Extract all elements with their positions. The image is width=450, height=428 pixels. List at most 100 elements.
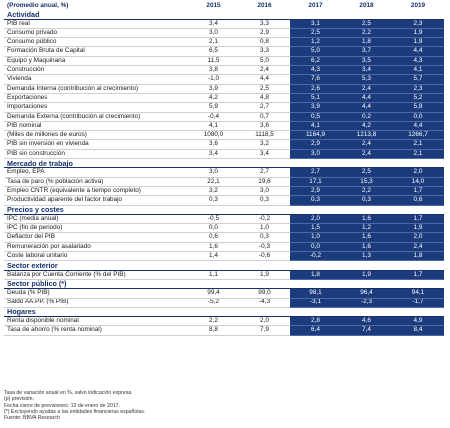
table-row: Tasa de paro (% población activa) 22,1 19,… bbox=[4, 177, 444, 187]
table-row: PIB nominal 4,1 3,6 4,1 4,2 4,4 bbox=[4, 121, 444, 132]
section-title: Actividad bbox=[4, 10, 444, 20]
forecast-value-cell: 2,0 bbox=[392, 232, 444, 243]
forecast-value-cell: 2,1 bbox=[392, 149, 444, 160]
forecast-value-cell: 1,6 bbox=[341, 242, 392, 253]
value-cell: 2,4 bbox=[239, 65, 290, 76]
table-row: Empleo, EPA 3,0 2,7 2,7 2,5 2,0 bbox=[4, 167, 444, 178]
value-cell: 0,0 bbox=[188, 223, 239, 234]
value-cell: 0,8 bbox=[239, 37, 290, 48]
value-cell: 3,9 bbox=[188, 84, 239, 94]
value-cell: 3,4 bbox=[188, 149, 239, 160]
table-row: Renta disponible nominal 2,2 2,0 2,8 4,6 4,9 bbox=[4, 316, 444, 327]
value-cell: 2,7 bbox=[239, 102, 290, 113]
value-cell: 0,3 bbox=[239, 232, 290, 243]
row-label: Formación Bruta de Capital bbox=[4, 46, 188, 57]
forecast-value-cell: 3,4 bbox=[341, 65, 392, 76]
section-header-row: Mercado de trabajo bbox=[4, 158, 444, 169]
forecast-value-cell: 2,5 bbox=[341, 19, 392, 29]
forecast-value-cell: 1,9 bbox=[392, 37, 444, 48]
table-row: Exportaciones 4,2 4,8 5,1 4,4 5,2 bbox=[4, 93, 444, 104]
value-cell: 3,3 bbox=[239, 19, 290, 29]
row-label: Importaciones bbox=[4, 102, 188, 113]
forecast-value-cell: 15,3 bbox=[341, 177, 392, 187]
forecast-value-cell: 1164,9 bbox=[290, 130, 341, 141]
value-cell: -0,4 bbox=[188, 112, 239, 122]
forecast-value-cell: 1,5 bbox=[290, 223, 341, 234]
table-row: Productividad aparente del factor trabaj… bbox=[4, 195, 444, 206]
section-header-row: Sector exterior bbox=[4, 260, 444, 271]
value-cell: -5,2 bbox=[188, 298, 239, 308]
section-header-row: Precios y costes bbox=[4, 205, 444, 215]
forecast-table: (Promedio anual, %) 2015 2016 2017 2018 … bbox=[4, 2, 444, 336]
forecast-value-cell: 1,0 bbox=[290, 232, 341, 243]
row-label: PIB sin inversión en vivienda bbox=[4, 139, 188, 150]
row-label: Renta disponible nominal bbox=[4, 316, 188, 327]
forecast-value-cell: 0,3 bbox=[290, 195, 341, 206]
forecast-value-cell: 4,4 bbox=[341, 102, 392, 113]
forecast-value-cell: 2,9 bbox=[290, 139, 341, 150]
row-label: IPC (fin de periodo) bbox=[4, 223, 188, 234]
row-label: Balanza por Cuenta Corriente (% del PIB) bbox=[4, 270, 188, 280]
table-row: Demanda Externa (contribución al crecimi… bbox=[4, 112, 444, 122]
forecast-value-cell: 2,4 bbox=[392, 242, 444, 253]
forecast-value-cell: -1,7 bbox=[392, 298, 444, 308]
footnote-line: Tasa de variación anual en %, salvo indi… bbox=[4, 390, 133, 396]
section-title: Sector exterior bbox=[4, 260, 444, 271]
value-cell: 2,1 bbox=[188, 37, 239, 48]
section-header-row: Hogares bbox=[4, 307, 444, 318]
forecast-value-cell: 2,7 bbox=[290, 167, 341, 178]
value-cell: 6,5 bbox=[188, 46, 239, 57]
row-label: Empleo CNTR (equivalente a tiempo comple… bbox=[4, 186, 188, 197]
value-cell: 4,8 bbox=[239, 93, 290, 104]
forecast-value-cell: 1,2 bbox=[341, 223, 392, 234]
forecast-value-cell: 4,3 bbox=[392, 56, 444, 67]
forecast-value-cell: 2,0 bbox=[392, 167, 444, 178]
forecast-value-cell: 5,2 bbox=[392, 93, 444, 104]
table-row: Equipo y Maquinaria 11,5 5,0 6,2 3,5 4,3 bbox=[4, 56, 444, 67]
value-cell: -4,3 bbox=[239, 298, 290, 308]
row-label: Consumo privado bbox=[4, 28, 188, 39]
footnote-line: Fecha cierre de previsiones: 12 de enero… bbox=[4, 402, 120, 409]
forecast-value-cell: 4,1 bbox=[392, 65, 444, 76]
forecast-value-cell: 2,9 bbox=[290, 186, 341, 197]
row-label: Equipo y Maquinaria bbox=[4, 56, 188, 67]
forecast-value-cell: 1,8 bbox=[290, 270, 341, 280]
row-label: Saldo AA.PP. (% PIB) bbox=[4, 298, 188, 308]
forecast-value-cell: 3,1 bbox=[290, 19, 341, 29]
forecast-value-cell: -3,1 bbox=[290, 298, 341, 308]
value-cell: 3,4 bbox=[239, 149, 290, 160]
forecast-value-cell: 1,2 bbox=[290, 37, 341, 48]
forecast-value-cell: 8,4 bbox=[392, 325, 444, 336]
table-row: Remuneración por asalariado 1,6 -0,3 0,0 1,6… bbox=[4, 242, 444, 253]
forecast-value-cell: 4,1 bbox=[290, 121, 341, 132]
forecast-value-cell: 1,8 bbox=[392, 251, 444, 262]
forecast-value-cell: 2,3 bbox=[392, 84, 444, 94]
forecast-value-cell: 0,3 bbox=[341, 195, 392, 206]
table-row: Formación Bruta de Capital 6,5 3,3 5,0 3,7 4,… bbox=[4, 46, 444, 57]
value-cell: 1080,0 bbox=[188, 130, 239, 141]
forecast-value-cell: 1,7 bbox=[392, 186, 444, 197]
row-label: Tasa de ahorro (% renta nominal) bbox=[4, 325, 188, 336]
table-row: Saldo AA.PP. (% PIB) -5,2 -4,3 -3,1 -2,3 -1,7 bbox=[4, 298, 444, 308]
row-label: Consumo público bbox=[4, 37, 188, 48]
table-row: Deflactor del PIB 0,6 0,3 1,0 1,6 2,0 bbox=[4, 232, 444, 243]
forecast-value-cell: 0,2 bbox=[341, 112, 392, 122]
value-cell: 19,6 bbox=[239, 177, 290, 187]
forecast-value-cell: 2,2 bbox=[341, 28, 392, 39]
row-label: IPC (media anual) bbox=[4, 214, 188, 225]
footnote-line: (*) Excluyendo ayudas a las entidades fi… bbox=[4, 408, 146, 415]
value-cell: 1118,5 bbox=[239, 130, 290, 141]
forecast-value-cell: 1,9 bbox=[341, 270, 392, 280]
section-header-row: Actividad bbox=[4, 10, 444, 20]
forecast-value-cell: 0,0 bbox=[392, 112, 444, 122]
value-cell: 1,4 bbox=[188, 251, 239, 262]
forecast-value-cell: 98,1 bbox=[290, 288, 341, 299]
row-label: Vivienda bbox=[4, 74, 188, 85]
table-row: (Miles de millones de euros) 1080,0 1118,5… bbox=[4, 130, 444, 141]
forecast-value-cell: 2,4 bbox=[341, 149, 392, 160]
forecast-value-cell: 1213,8 bbox=[341, 130, 392, 141]
forecast-value-cell: 7,4 bbox=[341, 325, 392, 336]
value-cell: -0,6 bbox=[239, 251, 290, 262]
row-label: PIB nominal bbox=[4, 121, 188, 132]
row-label: Remuneración por asalariado bbox=[4, 242, 188, 253]
